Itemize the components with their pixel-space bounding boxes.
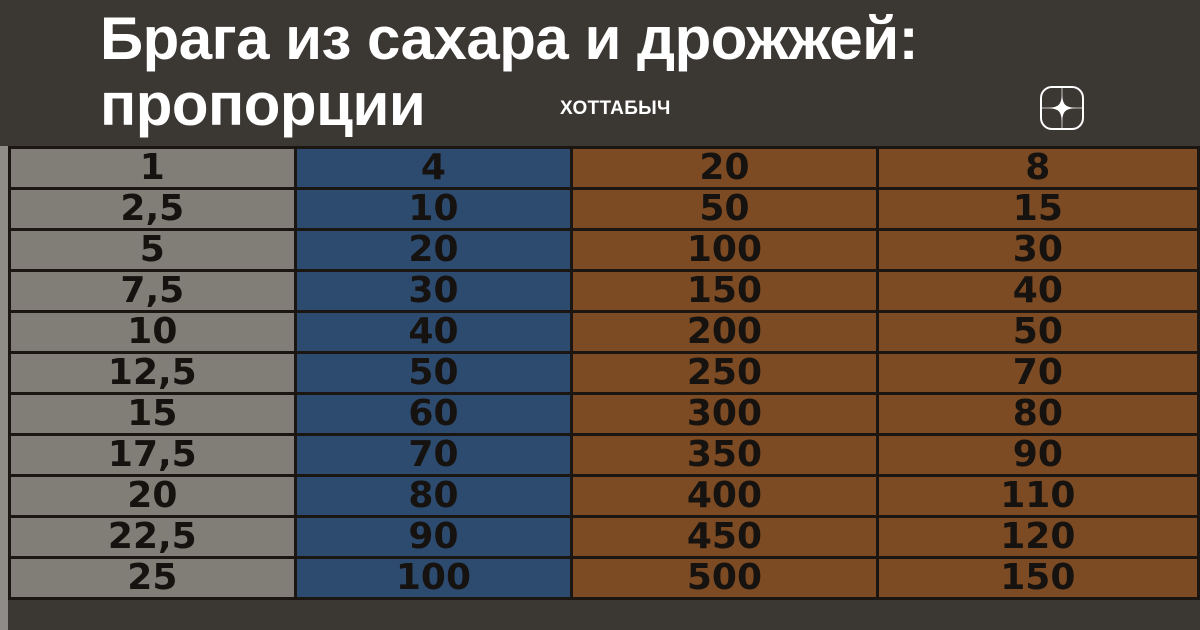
- table-row: 17,5 70 350 90: [8, 433, 1200, 477]
- table-cell: 10: [8, 310, 297, 354]
- table-cell: 80: [875, 392, 1200, 436]
- table-row: 15 60 300 80: [8, 392, 1200, 436]
- table-row: 7,5 30 150 40: [8, 269, 1200, 313]
- table-cell: 60: [293, 392, 574, 436]
- table-row: 1 4 20 8: [8, 146, 1200, 190]
- table-cell: 40: [293, 310, 574, 354]
- table-cell: 8: [875, 146, 1200, 190]
- table-row: 20 80 400 110: [8, 474, 1200, 518]
- table-cell: 70: [293, 433, 574, 477]
- table-row: 2,5 10 50 15: [8, 187, 1200, 231]
- table-cell: 100: [293, 556, 574, 600]
- table-cell: 90: [293, 515, 574, 559]
- table-row: 5 20 100 30: [8, 228, 1200, 272]
- table-cell: 50: [293, 351, 574, 395]
- dzen-star-icon: [1040, 86, 1084, 130]
- title-band: [0, 0, 1200, 146]
- table-cell: 30: [875, 228, 1200, 272]
- table-cell: 450: [570, 515, 879, 559]
- table-cell: 2,5: [8, 187, 297, 231]
- table-cell: 150: [570, 269, 879, 313]
- table-cell: 110: [875, 474, 1200, 518]
- table-cell: 100: [570, 228, 879, 272]
- table-cell: 90: [875, 433, 1200, 477]
- table-cell: 30: [293, 269, 574, 313]
- table-row: 22,5 90 450 120: [8, 515, 1200, 559]
- table-cell: 40: [875, 269, 1200, 313]
- table-cell: 25: [8, 556, 297, 600]
- table-cell: 4: [293, 146, 574, 190]
- table-cell: 50: [875, 310, 1200, 354]
- table-row: 25 100 500 150: [8, 556, 1200, 600]
- background-table-image: 1 4 20 8 2,5 10 50 15 5 20 100 30 7,5 30 150 40 10 40 200 5…: [0, 146, 1200, 630]
- table-cell: 5: [8, 228, 297, 272]
- table-cell: 20: [570, 146, 879, 190]
- table-cell: 400: [570, 474, 879, 518]
- table-cell: 200: [570, 310, 879, 354]
- table-cell: 1: [8, 146, 297, 190]
- table-row: 12,5 50 250 70: [8, 351, 1200, 395]
- article-title[interactable]: Брага из сахара и дрожжей: пропорции: [100, 5, 919, 138]
- table-cell: 15: [875, 187, 1200, 231]
- table-cell: 300: [570, 392, 879, 436]
- table-row: 10 40 200 50: [8, 310, 1200, 354]
- table-cell: 17,5: [8, 433, 297, 477]
- table-cell: 150: [875, 556, 1200, 600]
- table-cell: 80: [293, 474, 574, 518]
- table-cell: 70: [875, 351, 1200, 395]
- table-cell: 500: [570, 556, 879, 600]
- table-edge: [0, 146, 8, 630]
- table-cell: 22,5: [8, 515, 297, 559]
- table-cell: 20: [293, 228, 574, 272]
- table-cell: 12,5: [8, 351, 297, 395]
- table-cell: 250: [570, 351, 879, 395]
- table-cell: 10: [293, 187, 574, 231]
- table-cell: 120: [875, 515, 1200, 559]
- table-cell: 7,5: [8, 269, 297, 313]
- table-cell: 15: [8, 392, 297, 436]
- table-cell: 350: [570, 433, 879, 477]
- table-cell: 50: [570, 187, 879, 231]
- proportions-table: 1 4 20 8 2,5 10 50 15 5 20 100 30 7,5 30 150 40 10 40 200 5…: [8, 146, 1200, 600]
- table-cell: 20: [8, 474, 297, 518]
- channel-name[interactable]: ХОТТАБЫЧ: [560, 98, 671, 119]
